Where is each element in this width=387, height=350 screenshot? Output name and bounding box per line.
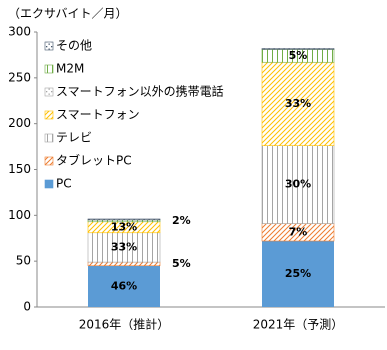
data-label: 33% xyxy=(285,97,311,110)
legend-swatch xyxy=(44,41,54,51)
bar-segment xyxy=(261,145,335,224)
y-tick-label: 200 xyxy=(8,116,31,130)
x-tick-label: 2016年（推計） xyxy=(79,317,170,332)
legend-label: タブレットPC xyxy=(56,153,132,168)
y-tick-label: 300 xyxy=(8,25,31,39)
y-tick-label: 150 xyxy=(8,162,31,176)
x-tick-label: 2021年（予測） xyxy=(253,318,344,332)
data-label: 33% xyxy=(111,240,137,253)
bar-segment xyxy=(262,241,334,307)
data-label: 25% xyxy=(285,267,311,280)
y-tick-label: 100 xyxy=(8,208,31,222)
data-label: 7% xyxy=(289,225,308,238)
bar-segment xyxy=(87,232,161,263)
legend-swatch xyxy=(44,87,54,97)
data-label: 5% xyxy=(172,257,191,270)
bar-segment xyxy=(261,48,335,50)
bar-segment xyxy=(88,265,160,307)
legend-swatch xyxy=(44,110,54,120)
chart-title: （エクサバイト／月） xyxy=(8,7,128,21)
data-label: 2% xyxy=(172,214,191,227)
data-label: 5% xyxy=(289,49,308,62)
legend-swatch xyxy=(44,64,54,74)
data-label: 30% xyxy=(285,178,311,191)
bar-segment xyxy=(261,61,335,146)
legend-label: その他 xyxy=(56,39,92,53)
data-label: 13% xyxy=(111,220,137,233)
bar-segment xyxy=(87,261,161,267)
y-tick-label: 250 xyxy=(8,70,31,84)
legend-label: M2M xyxy=(56,62,84,76)
bar-segment xyxy=(87,218,161,221)
legend-swatch xyxy=(44,156,54,166)
data-label: 46% xyxy=(111,279,137,292)
y-tick-label: 50 xyxy=(16,254,31,268)
y-tick-label: 0 xyxy=(23,300,31,314)
legend-label: スマートフォン以外の携帯電話 xyxy=(56,84,224,99)
legend-swatch xyxy=(44,179,54,189)
legend-label: スマートフォン xyxy=(56,108,140,122)
legend-label: PC xyxy=(56,177,72,191)
legend-label: テレビ xyxy=(56,131,92,145)
legend-swatch xyxy=(44,133,54,143)
